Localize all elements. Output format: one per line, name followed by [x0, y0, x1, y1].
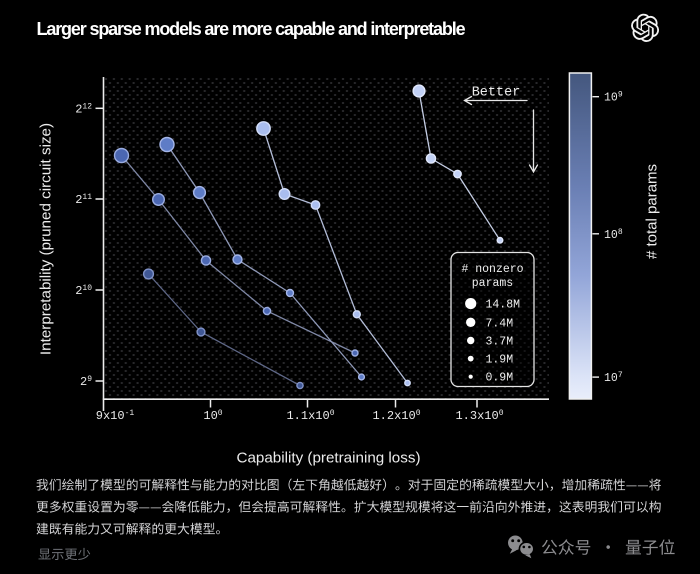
svg-text:7.4M: 7.4M — [486, 317, 514, 330]
svg-text:1.1x100: 1.1x100 — [286, 409, 334, 423]
svg-text:1.9M: 1.9M — [486, 354, 514, 367]
svg-text:1.2x100: 1.2x100 — [372, 409, 420, 423]
svg-text:0.9M: 0.9M — [486, 372, 514, 385]
svg-text:Better: Better — [472, 86, 521, 101]
svg-text:Interpretability (pruned circu: Interpretability (pruned circuit size) — [38, 123, 55, 355]
svg-text:Capability (pretraining loss): Capability (pretraining loss) — [236, 450, 420, 467]
svg-text:# nonzero: # nonzero — [461, 263, 523, 276]
svg-text:1.3x100: 1.3x100 — [455, 409, 503, 423]
svg-text:14.8M: 14.8M — [486, 299, 521, 312]
svg-text:# total params: # total params — [644, 164, 661, 259]
svg-text:3.7M: 3.7M — [486, 336, 514, 349]
svg-text:params: params — [472, 277, 513, 290]
svg-text:Larger sparse models are more: Larger sparse models are more capable an… — [37, 19, 466, 39]
